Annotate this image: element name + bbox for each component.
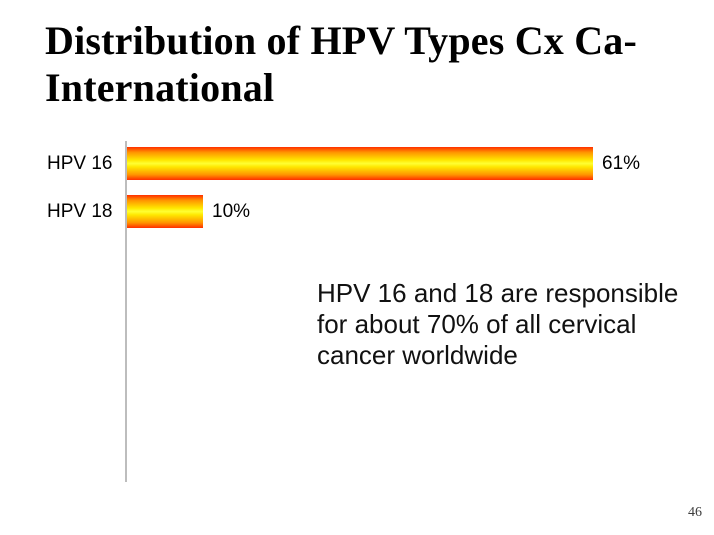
page-number: 46	[688, 505, 702, 520]
bar-row-hpv16: HPV 16 61%	[0, 147, 714, 180]
annotation-line1: HPV 16 and 18 are responsible	[317, 278, 679, 308]
annotation-text: HPV 16 and 18 are responsible for about …	[317, 278, 678, 371]
bar-row-hpv18: HPV 18 10%	[0, 195, 714, 228]
category-axis-line	[125, 141, 127, 482]
category-label-hpv18: HPV 18	[47, 200, 113, 222]
value-label-hpv16: 61%	[602, 152, 641, 174]
slide-title-line2: International	[45, 65, 275, 110]
bar-hpv16	[127, 147, 593, 180]
slide-title: Distribution of HPV Types Cx Ca- Interna…	[45, 17, 637, 111]
slide-title-line1: Distribution of HPV Types Cx Ca-	[45, 18, 638, 63]
category-label-hpv16: HPV 16	[47, 152, 113, 174]
annotation-line3: cancer worldwide	[317, 340, 518, 370]
annotation-line2: for about 70% of all cervical	[317, 309, 637, 339]
bar-hpv18	[127, 195, 203, 228]
value-label-hpv18: 10%	[212, 200, 251, 222]
